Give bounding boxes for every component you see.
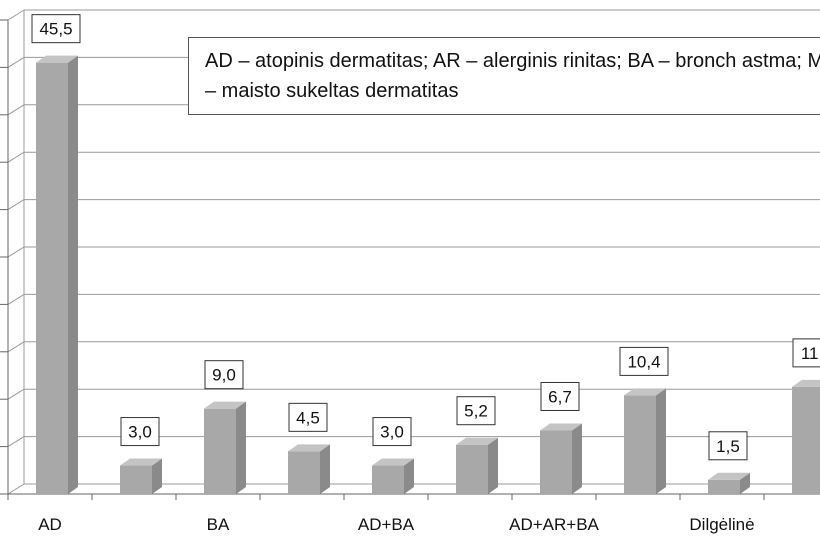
data-label: 6,7 <box>540 381 580 411</box>
gridline-diagonal <box>7 483 25 495</box>
data-label: 4,5 <box>288 402 328 432</box>
data-label-text: 45,5 <box>39 20 72 39</box>
bar-front <box>204 408 236 494</box>
bar <box>120 458 162 494</box>
data-label: 10,4 <box>619 346 669 376</box>
x-tick-label: Dilgėlinė <box>689 515 754 534</box>
bars <box>36 55 820 494</box>
data-label-text: 11, <box>801 344 820 363</box>
data-label-text: 6,7 <box>548 387 572 406</box>
x-tick-label: AD+AR+BA <box>509 515 599 534</box>
bar-front <box>288 451 320 494</box>
bar-side <box>68 55 78 494</box>
bar <box>288 444 330 494</box>
data-label: 45,5 <box>31 14 81 44</box>
bar-side <box>152 458 162 494</box>
bar-top <box>36 55 78 63</box>
bar-top <box>120 458 162 466</box>
bar-top <box>540 423 582 431</box>
gridline-diagonal <box>7 104 25 116</box>
data-label-text: 9,0 <box>212 366 236 385</box>
gridline-diagonal <box>7 436 25 448</box>
bar-side <box>572 423 582 494</box>
data-label-text: 1,5 <box>716 437 740 456</box>
data-label-text: 5,2 <box>464 402 488 421</box>
gridline-diagonal <box>7 388 25 400</box>
data-label-box <box>619 346 669 376</box>
bar <box>792 379 820 494</box>
bar-side <box>656 388 666 494</box>
data-label: 9,0 <box>204 360 244 390</box>
bar-top <box>624 388 666 396</box>
data-label-box <box>288 402 328 432</box>
data-label-text: 3,0 <box>128 423 152 442</box>
gridline-diagonal <box>7 246 25 258</box>
data-label-box <box>540 381 580 411</box>
data-label-box <box>120 417 160 447</box>
data-label-box <box>792 338 820 368</box>
data-label: 11, <box>792 338 820 368</box>
bar-side <box>488 437 498 494</box>
bar-front <box>120 465 152 494</box>
bar <box>540 423 582 494</box>
data-label-box <box>708 431 748 461</box>
annotation-box: AD – atopinis dermatitas; AR – alerginis… <box>188 37 820 115</box>
bar-side <box>740 472 750 494</box>
data-label: 1,5 <box>708 431 748 461</box>
x-tick-labels: AD BA AD+BA AD+AR+BA Dilgėlinė <box>38 515 754 534</box>
data-label-box <box>456 396 496 426</box>
bar-front <box>456 444 488 494</box>
bar-front <box>708 479 740 494</box>
data-label-text: 3,0 <box>380 423 404 442</box>
data-label-box <box>31 14 81 44</box>
bar-side <box>404 458 414 494</box>
bar-top <box>792 379 820 387</box>
data-label-box <box>372 417 412 447</box>
data-label: 3,0 <box>372 417 412 447</box>
bar <box>372 458 414 494</box>
bar-side <box>236 401 246 494</box>
annotation-text: AD – atopinis dermatitas; AR – alerginis… <box>205 50 820 102</box>
gridline-diagonal <box>7 56 25 68</box>
data-labels: 45,5 3,0 9,0 4,5 3,0 5,2 6,7 10,4 1,5 11, <box>31 14 820 461</box>
gridline-diagonal <box>7 341 25 353</box>
x-tick-label: AD <box>38 515 62 534</box>
data-label-text: 4,5 <box>296 408 320 427</box>
bar-front <box>792 386 820 494</box>
bar <box>708 472 750 494</box>
gridline-diagonal <box>7 9 25 21</box>
bar-top <box>456 437 498 445</box>
gridline-diagonal <box>7 151 25 163</box>
bar <box>204 401 246 494</box>
x-tick-label: BA <box>207 515 230 534</box>
data-label: 5,2 <box>456 396 496 426</box>
bar <box>624 388 666 494</box>
bar-front <box>540 430 572 494</box>
data-label-text: 10,4 <box>627 352 660 371</box>
bar-side <box>320 444 330 494</box>
x-tick-label: AD+BA <box>358 515 415 534</box>
bar-top <box>288 444 330 452</box>
data-label: 3,0 <box>120 417 160 447</box>
bar-front <box>624 395 656 494</box>
data-label-box <box>204 360 244 390</box>
bar-front <box>372 465 404 494</box>
bar-top <box>372 458 414 466</box>
bar-top <box>708 472 750 480</box>
gridline-diagonal <box>7 199 25 211</box>
bar-top <box>204 401 246 409</box>
bar <box>36 55 78 494</box>
bar <box>456 437 498 494</box>
bar-front <box>36 62 68 494</box>
gridline-diagonal <box>7 293 25 305</box>
